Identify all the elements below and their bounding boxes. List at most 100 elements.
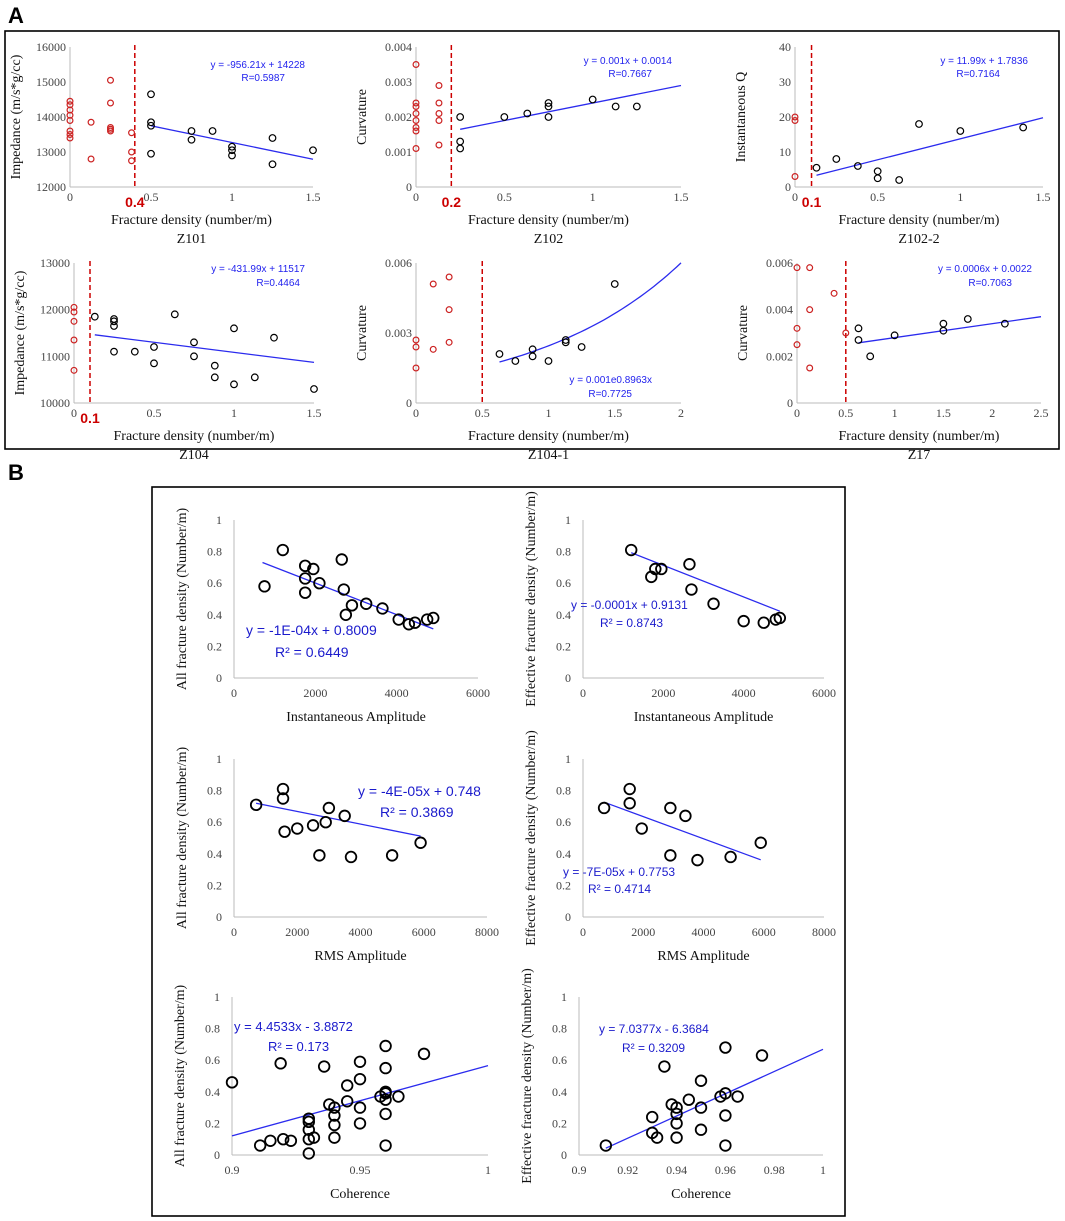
y-tick-label: 0 bbox=[787, 396, 793, 410]
x-tick-label: 0.94 bbox=[666, 1163, 687, 1177]
plot-title: Z102 bbox=[534, 232, 564, 247]
regression-equation: y = 11.99x + 1.7836 bbox=[940, 56, 1028, 67]
regression-equation: y = 0.0006x + 0.0022 bbox=[938, 264, 1032, 275]
data-point-red bbox=[793, 264, 801, 272]
x-tick-label: 0 bbox=[413, 406, 419, 420]
trendline bbox=[231, 1064, 489, 1137]
data-point-red bbox=[806, 264, 814, 272]
data-point-black bbox=[873, 174, 882, 183]
data-point-red bbox=[70, 317, 78, 325]
data-point-black bbox=[270, 333, 278, 342]
y-tick-label: 1 bbox=[561, 990, 567, 1004]
plot-title: Z104-1 bbox=[528, 448, 569, 463]
data-point-red bbox=[412, 109, 420, 117]
x-tick-label: 6000 bbox=[466, 686, 490, 700]
data-point-black bbox=[147, 118, 155, 127]
data-point-red bbox=[128, 148, 136, 156]
regression-equation: y = -1E-04x + 0.8009 bbox=[246, 622, 377, 638]
data-point-black bbox=[577, 343, 586, 351]
x-tick-label: 2000 bbox=[285, 925, 309, 939]
data-point-red bbox=[106, 127, 114, 135]
regression-equation: y = 0.001e0.8963x bbox=[569, 375, 652, 386]
regression-equation: y = -4E-05x + 0.748 bbox=[358, 783, 481, 799]
data-point-red bbox=[435, 141, 443, 149]
plot-title: Z104 bbox=[179, 448, 209, 463]
data-point-black bbox=[110, 322, 118, 330]
trendline bbox=[262, 561, 434, 630]
data-point bbox=[253, 1139, 267, 1152]
data-point-black bbox=[230, 380, 238, 389]
data-point bbox=[670, 1101, 683, 1114]
y-tick-label: 0.4 bbox=[205, 1085, 220, 1099]
data-point bbox=[353, 1072, 367, 1086]
y-tick-label: 15000 bbox=[36, 75, 66, 89]
data-point-black bbox=[456, 144, 465, 153]
x-tick-label: 0 bbox=[231, 925, 237, 939]
x-tick-label: 4000 bbox=[732, 686, 756, 700]
chart-b-ia-eff: 0 2000 4000 6000 0 0.2 0.4 0.6 0.8 1 Instantaneous… bbox=[524, 491, 836, 725]
data-point bbox=[379, 1107, 392, 1121]
chart-b-ia-all: 0 2000 4000 6000 0 0.2 0.4 0.6 0.8 1 Instantaneous… bbox=[175, 507, 490, 725]
data-point bbox=[664, 801, 677, 815]
data-point-red bbox=[106, 99, 114, 107]
data-point bbox=[685, 583, 698, 596]
y-tick-label: 0 bbox=[565, 910, 571, 924]
data-point-black bbox=[147, 121, 155, 130]
data-point-red bbox=[70, 336, 78, 344]
x-tick-label: 0.5 bbox=[144, 190, 159, 204]
plot-title: Z17 bbox=[908, 448, 931, 463]
chart-b-coh-all: 0.9 0.95 1 0 0.2 0.4 0.6 0.8 1 Coherence All fract… bbox=[173, 984, 491, 1202]
data-point bbox=[623, 782, 636, 796]
cutoff-label: 0.1 bbox=[80, 410, 100, 426]
y-tick-label: 0.4 bbox=[207, 608, 222, 622]
x-axis-label: Fracture density (number/m) bbox=[839, 213, 1000, 228]
data-point-black bbox=[190, 352, 198, 361]
data-point-black bbox=[268, 160, 277, 169]
x-tick-label: 2000 bbox=[631, 925, 655, 939]
data-point bbox=[345, 599, 359, 612]
data-point-black bbox=[110, 317, 118, 326]
x-tick-label: 1.5 bbox=[607, 406, 622, 420]
data-point-red bbox=[66, 97, 74, 105]
data-point-red bbox=[793, 324, 801, 332]
y-tick-label: 0.8 bbox=[207, 784, 222, 798]
panel-label-a: A bbox=[8, 3, 24, 28]
y-tick-label: 0 bbox=[216, 671, 222, 685]
data-point bbox=[664, 849, 677, 862]
y-axis-label: Effective fracture density (Number/m) bbox=[520, 968, 535, 1184]
regression-equation: y = 7.0377x - 6.3684 bbox=[599, 1022, 709, 1036]
trendline bbox=[150, 125, 314, 160]
x-tick-label: 1 bbox=[231, 406, 237, 420]
data-point bbox=[650, 1131, 664, 1144]
data-point bbox=[655, 562, 668, 576]
data-point-black bbox=[250, 373, 259, 382]
cutoff-label: 0.1 bbox=[802, 194, 822, 210]
y-tick-label: 40 bbox=[779, 40, 791, 54]
y-axis-label: Curvature bbox=[736, 305, 751, 361]
x-tick-label: 0 bbox=[71, 406, 77, 420]
x-tick-label: 0.96 bbox=[715, 1163, 736, 1177]
data-point bbox=[353, 1055, 367, 1068]
x-axis-label: Instantaneous Amplitude bbox=[286, 710, 426, 725]
x-tick-label: 0 bbox=[794, 406, 800, 420]
data-point-red bbox=[791, 173, 799, 181]
y-tick-label: 30 bbox=[779, 75, 791, 89]
y-tick-label: 1 bbox=[216, 752, 222, 766]
y-tick-label: 0.6 bbox=[207, 576, 222, 590]
data-point bbox=[276, 782, 290, 796]
data-point-black bbox=[588, 95, 597, 104]
correlation-value: R=0.4464 bbox=[256, 278, 300, 289]
data-point-black bbox=[890, 331, 899, 340]
data-point-red bbox=[445, 306, 453, 314]
x-tick-label: 2 bbox=[989, 406, 995, 420]
data-point-black bbox=[610, 280, 619, 288]
x-tick-label: 0.9 bbox=[225, 1163, 240, 1177]
data-point-red bbox=[70, 303, 78, 311]
data-point bbox=[691, 853, 704, 867]
y-tick-label: 0.006 bbox=[766, 256, 793, 270]
data-point-black bbox=[1000, 319, 1009, 328]
data-point-black bbox=[832, 155, 841, 163]
data-point-black bbox=[854, 324, 863, 333]
data-point bbox=[694, 1101, 708, 1114]
plot-title: Z101 bbox=[177, 232, 207, 247]
